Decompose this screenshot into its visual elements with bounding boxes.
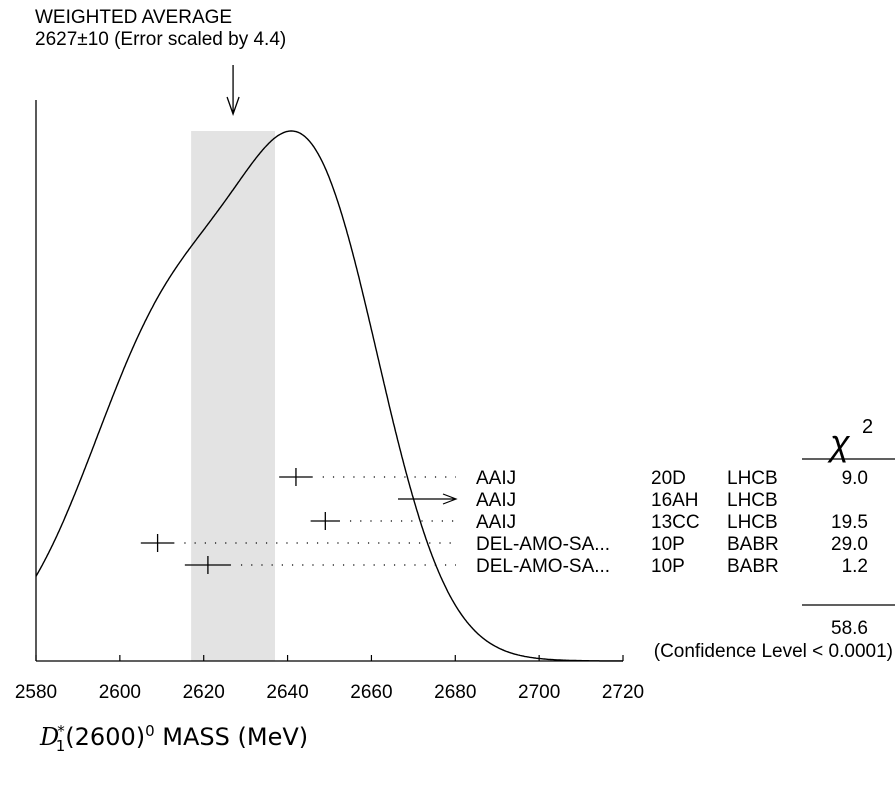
- x-tick-label-2620: 2620: [183, 682, 225, 703]
- x-tick-label-2600: 2600: [99, 682, 141, 703]
- row-tecn-5: BABR: [727, 556, 779, 577]
- chi2-header-symbol: χ: [827, 422, 851, 463]
- x-tick-label-2580: 2580: [15, 682, 57, 703]
- row-tecn-4: BABR: [727, 534, 779, 555]
- x-tick-label-2680: 2680: [434, 682, 476, 703]
- row-ref-1: 20D: [651, 468, 686, 489]
- x-axis-charge: 0: [145, 722, 155, 740]
- chart-title: WEIGHTED AVERAGE: [35, 7, 233, 28]
- row-author-5: DEL-AMO-SA...: [476, 556, 610, 577]
- row-tecn-1: LHCB: [727, 468, 778, 489]
- x-axis-subscript: 1: [55, 736, 66, 755]
- x-axis-superscript-star: *: [57, 722, 65, 740]
- row-author-2: AAIJ: [476, 490, 516, 511]
- confidence-level: (Confidence Level < 0.0001): [654, 641, 893, 662]
- chi2-total: 58.6: [831, 618, 868, 639]
- row-author-4: DEL-AMO-SA...: [476, 534, 610, 555]
- row-ref-2: 16AH: [651, 490, 699, 511]
- x-tick-label-2700: 2700: [518, 682, 560, 703]
- row-chi2-4: 29.0: [831, 534, 868, 555]
- row-tecn-2: LHCB: [727, 490, 778, 511]
- row-tecn-3: LHCB: [727, 512, 778, 533]
- x-tick-label-2640: 2640: [266, 682, 308, 703]
- row-author-3: AAIJ: [476, 512, 516, 533]
- chart-subtitle: 2627±10 (Error scaled by 4.4): [35, 29, 287, 50]
- x-axis-text: MASS (MeV): [162, 723, 309, 751]
- x-tick-label-2720: 2720: [602, 682, 644, 703]
- row-chi2-3: 19.5: [831, 512, 868, 533]
- weighted-average-arrow: [226, 65, 240, 116]
- x-axis-label: D*1(2600)0 MASS (MeV): [40, 722, 308, 755]
- chi2-header-power: 2: [862, 416, 873, 438]
- row-author-1: AAIJ: [476, 468, 516, 489]
- x-axis-state: (2600): [65, 723, 146, 751]
- weighted-average-band: [191, 131, 275, 661]
- row-chi2-1: 9.0: [842, 468, 868, 489]
- measurement-arrow-2: [398, 493, 458, 505]
- row-ref-5: 10P: [651, 556, 685, 577]
- row-ref-4: 10P: [651, 534, 685, 555]
- row-chi2-5: 1.2: [842, 556, 868, 577]
- x-axis-symbol: D: [40, 723, 60, 751]
- ideogram-curve: [35, 130, 624, 662]
- x-tick-label-2660: 2660: [350, 682, 392, 703]
- row-ref-3: 13CC: [651, 512, 700, 533]
